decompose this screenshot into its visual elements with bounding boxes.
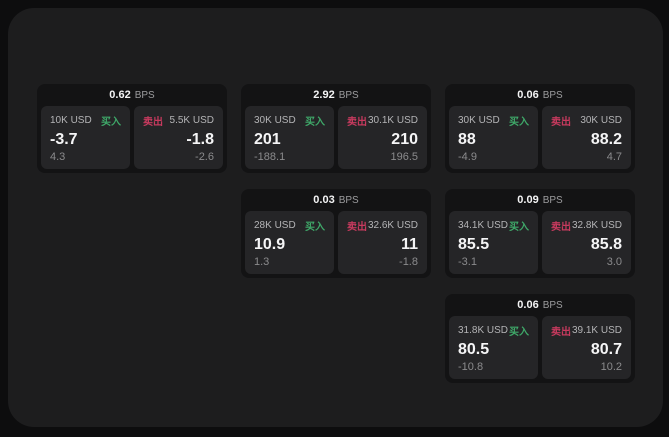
buy-tag: 买入 bbox=[305, 117, 325, 128]
bps-header: 0.03 BPS bbox=[241, 189, 431, 211]
bps-unit-label: BPS bbox=[338, 194, 359, 206]
sell-price: 210 bbox=[391, 130, 418, 148]
bps-unit-label: BPS bbox=[338, 89, 359, 101]
sell-panel[interactable]: 卖出 39.1K USD 80.7 10.2 bbox=[542, 316, 631, 379]
sell-tag: 卖出 bbox=[551, 327, 571, 338]
buy-change: -188.1 bbox=[254, 151, 286, 163]
buy-size-label: 28K USD bbox=[254, 220, 296, 231]
bps-value: 0.09 bbox=[517, 194, 539, 206]
quote-card: 0.03 BPS 28K USD 买入 10.9 1.3 卖出 32.6K US… bbox=[241, 189, 431, 278]
buy-panel[interactable]: 30K USD 买入 201 -188.1 bbox=[245, 106, 334, 169]
buy-panel[interactable]: 10K USD 买入 -3.7 4.3 bbox=[41, 106, 130, 169]
quote-grid: 0.62 BPS 10K USD 买入 -3.7 4.3 卖出 5.5K USD bbox=[37, 84, 635, 383]
quote-card: 0.06 BPS 30K USD 买入 88 -4.9 卖出 30K USD bbox=[445, 84, 635, 173]
buy-tag: 买入 bbox=[101, 117, 121, 128]
buy-size-label: 30K USD bbox=[458, 115, 500, 126]
buy-price: 80.5 bbox=[458, 340, 490, 358]
buy-panel[interactable]: 34.1K USD 买入 85.5 -3.1 bbox=[449, 211, 538, 274]
buy-tag: 买入 bbox=[509, 117, 529, 128]
bps-header: 2.92 BPS bbox=[241, 84, 431, 106]
buy-change: -10.8 bbox=[458, 361, 484, 373]
sell-size-label: 5.5K USD bbox=[169, 115, 214, 126]
sell-price: 85.8 bbox=[590, 235, 622, 253]
sell-panel[interactable]: 卖出 32.8K USD 85.8 3.0 bbox=[542, 211, 631, 274]
buy-price: 10.9 bbox=[254, 235, 286, 253]
buy-price: 201 bbox=[254, 130, 281, 148]
buy-price: 88 bbox=[458, 130, 476, 148]
sell-change: 10.2 bbox=[600, 361, 622, 373]
buy-change: -3.1 bbox=[458, 256, 477, 268]
sell-price: 11 bbox=[401, 235, 418, 253]
sell-panel[interactable]: 卖出 5.5K USD -1.8 -2.6 bbox=[134, 106, 223, 169]
buy-panel[interactable]: 28K USD 买入 10.9 1.3 bbox=[245, 211, 334, 274]
buy-change: -4.9 bbox=[458, 151, 477, 163]
sell-tag: 卖出 bbox=[551, 222, 571, 233]
bps-unit-label: BPS bbox=[542, 89, 563, 101]
sell-change: 4.7 bbox=[606, 151, 622, 163]
bps-header: 0.06 BPS bbox=[445, 84, 635, 106]
bps-header: 0.06 BPS bbox=[445, 294, 635, 316]
quote-card-body: 31.8K USD 买入 80.5 -10.8 卖出 39.1K USD 80.… bbox=[445, 316, 635, 383]
quote-card: 0.62 BPS 10K USD 买入 -3.7 4.3 卖出 5.5K USD bbox=[37, 84, 227, 173]
sell-change: 3.0 bbox=[606, 256, 622, 268]
quote-card: 2.92 BPS 30K USD 买入 201 -188.1 卖出 30.1K … bbox=[241, 84, 431, 173]
sell-change: -2.6 bbox=[195, 151, 214, 163]
sell-panel[interactable]: 卖出 30.1K USD 210 196.5 bbox=[338, 106, 427, 169]
sell-tag: 卖出 bbox=[143, 117, 163, 128]
buy-price: -3.7 bbox=[50, 130, 78, 148]
sell-price: -1.8 bbox=[186, 130, 214, 148]
bps-unit-label: BPS bbox=[542, 194, 563, 206]
bps-value: 0.06 bbox=[517, 89, 539, 101]
quote-card-body: 28K USD 买入 10.9 1.3 卖出 32.6K USD 11 -1.8 bbox=[241, 211, 431, 278]
bps-header: 0.09 BPS bbox=[445, 189, 635, 211]
sell-price: 80.7 bbox=[590, 340, 622, 358]
buy-change: 1.3 bbox=[254, 256, 270, 268]
bps-unit-label: BPS bbox=[134, 89, 155, 101]
quote-card-body: 34.1K USD 买入 85.5 -3.1 卖出 32.8K USD 85.8… bbox=[445, 211, 635, 278]
buy-tag: 买入 bbox=[509, 327, 529, 338]
quote-board-panel: 0.62 BPS 10K USD 买入 -3.7 4.3 卖出 5.5K USD bbox=[8, 8, 663, 427]
quote-card-body: 10K USD 买入 -3.7 4.3 卖出 5.5K USD -1.8 -2.… bbox=[37, 106, 227, 173]
quote-card: 0.09 BPS 34.1K USD 买入 85.5 -3.1 卖出 32.8K… bbox=[445, 189, 635, 278]
buy-tag: 买入 bbox=[305, 222, 325, 233]
buy-size-label: 34.1K USD bbox=[458, 220, 509, 231]
bps-unit-label: BPS bbox=[542, 299, 563, 311]
sell-size-label: 30.1K USD bbox=[367, 115, 418, 126]
bps-value: 0.62 bbox=[109, 89, 131, 101]
sell-size-label: 32.6K USD bbox=[367, 220, 418, 231]
bps-value: 0.03 bbox=[313, 194, 335, 206]
quote-card-body: 30K USD 买入 201 -188.1 卖出 30.1K USD 210 1… bbox=[241, 106, 431, 173]
sell-tag: 卖出 bbox=[347, 222, 367, 233]
sell-price: 88.2 bbox=[590, 130, 622, 148]
quote-card-body: 30K USD 买入 88 -4.9 卖出 30K USD 88.2 4.7 bbox=[445, 106, 635, 173]
bps-value: 0.06 bbox=[517, 299, 539, 311]
sell-tag: 卖出 bbox=[347, 117, 367, 128]
bps-value: 2.92 bbox=[313, 89, 335, 101]
buy-panel[interactable]: 30K USD 买入 88 -4.9 bbox=[449, 106, 538, 169]
quote-card: 0.06 BPS 31.8K USD 买入 80.5 -10.8 卖出 39.1… bbox=[445, 294, 635, 383]
sell-size-label: 30K USD bbox=[580, 115, 622, 126]
buy-size-label: 30K USD bbox=[254, 115, 296, 126]
buy-change: 4.3 bbox=[50, 151, 66, 163]
sell-size-label: 39.1K USD bbox=[571, 325, 622, 336]
bps-header: 0.62 BPS bbox=[37, 84, 227, 106]
sell-change: -1.8 bbox=[399, 256, 418, 268]
buy-size-label: 31.8K USD bbox=[458, 325, 509, 336]
sell-change: 196.5 bbox=[390, 151, 418, 163]
sell-panel[interactable]: 卖出 30K USD 88.2 4.7 bbox=[542, 106, 631, 169]
buy-price: 85.5 bbox=[458, 235, 490, 253]
buy-tag: 买入 bbox=[509, 222, 529, 233]
sell-size-label: 32.8K USD bbox=[571, 220, 622, 231]
buy-panel[interactable]: 31.8K USD 买入 80.5 -10.8 bbox=[449, 316, 538, 379]
sell-panel[interactable]: 卖出 32.6K USD 11 -1.8 bbox=[338, 211, 427, 274]
sell-tag: 卖出 bbox=[551, 117, 571, 128]
buy-size-label: 10K USD bbox=[50, 115, 92, 126]
